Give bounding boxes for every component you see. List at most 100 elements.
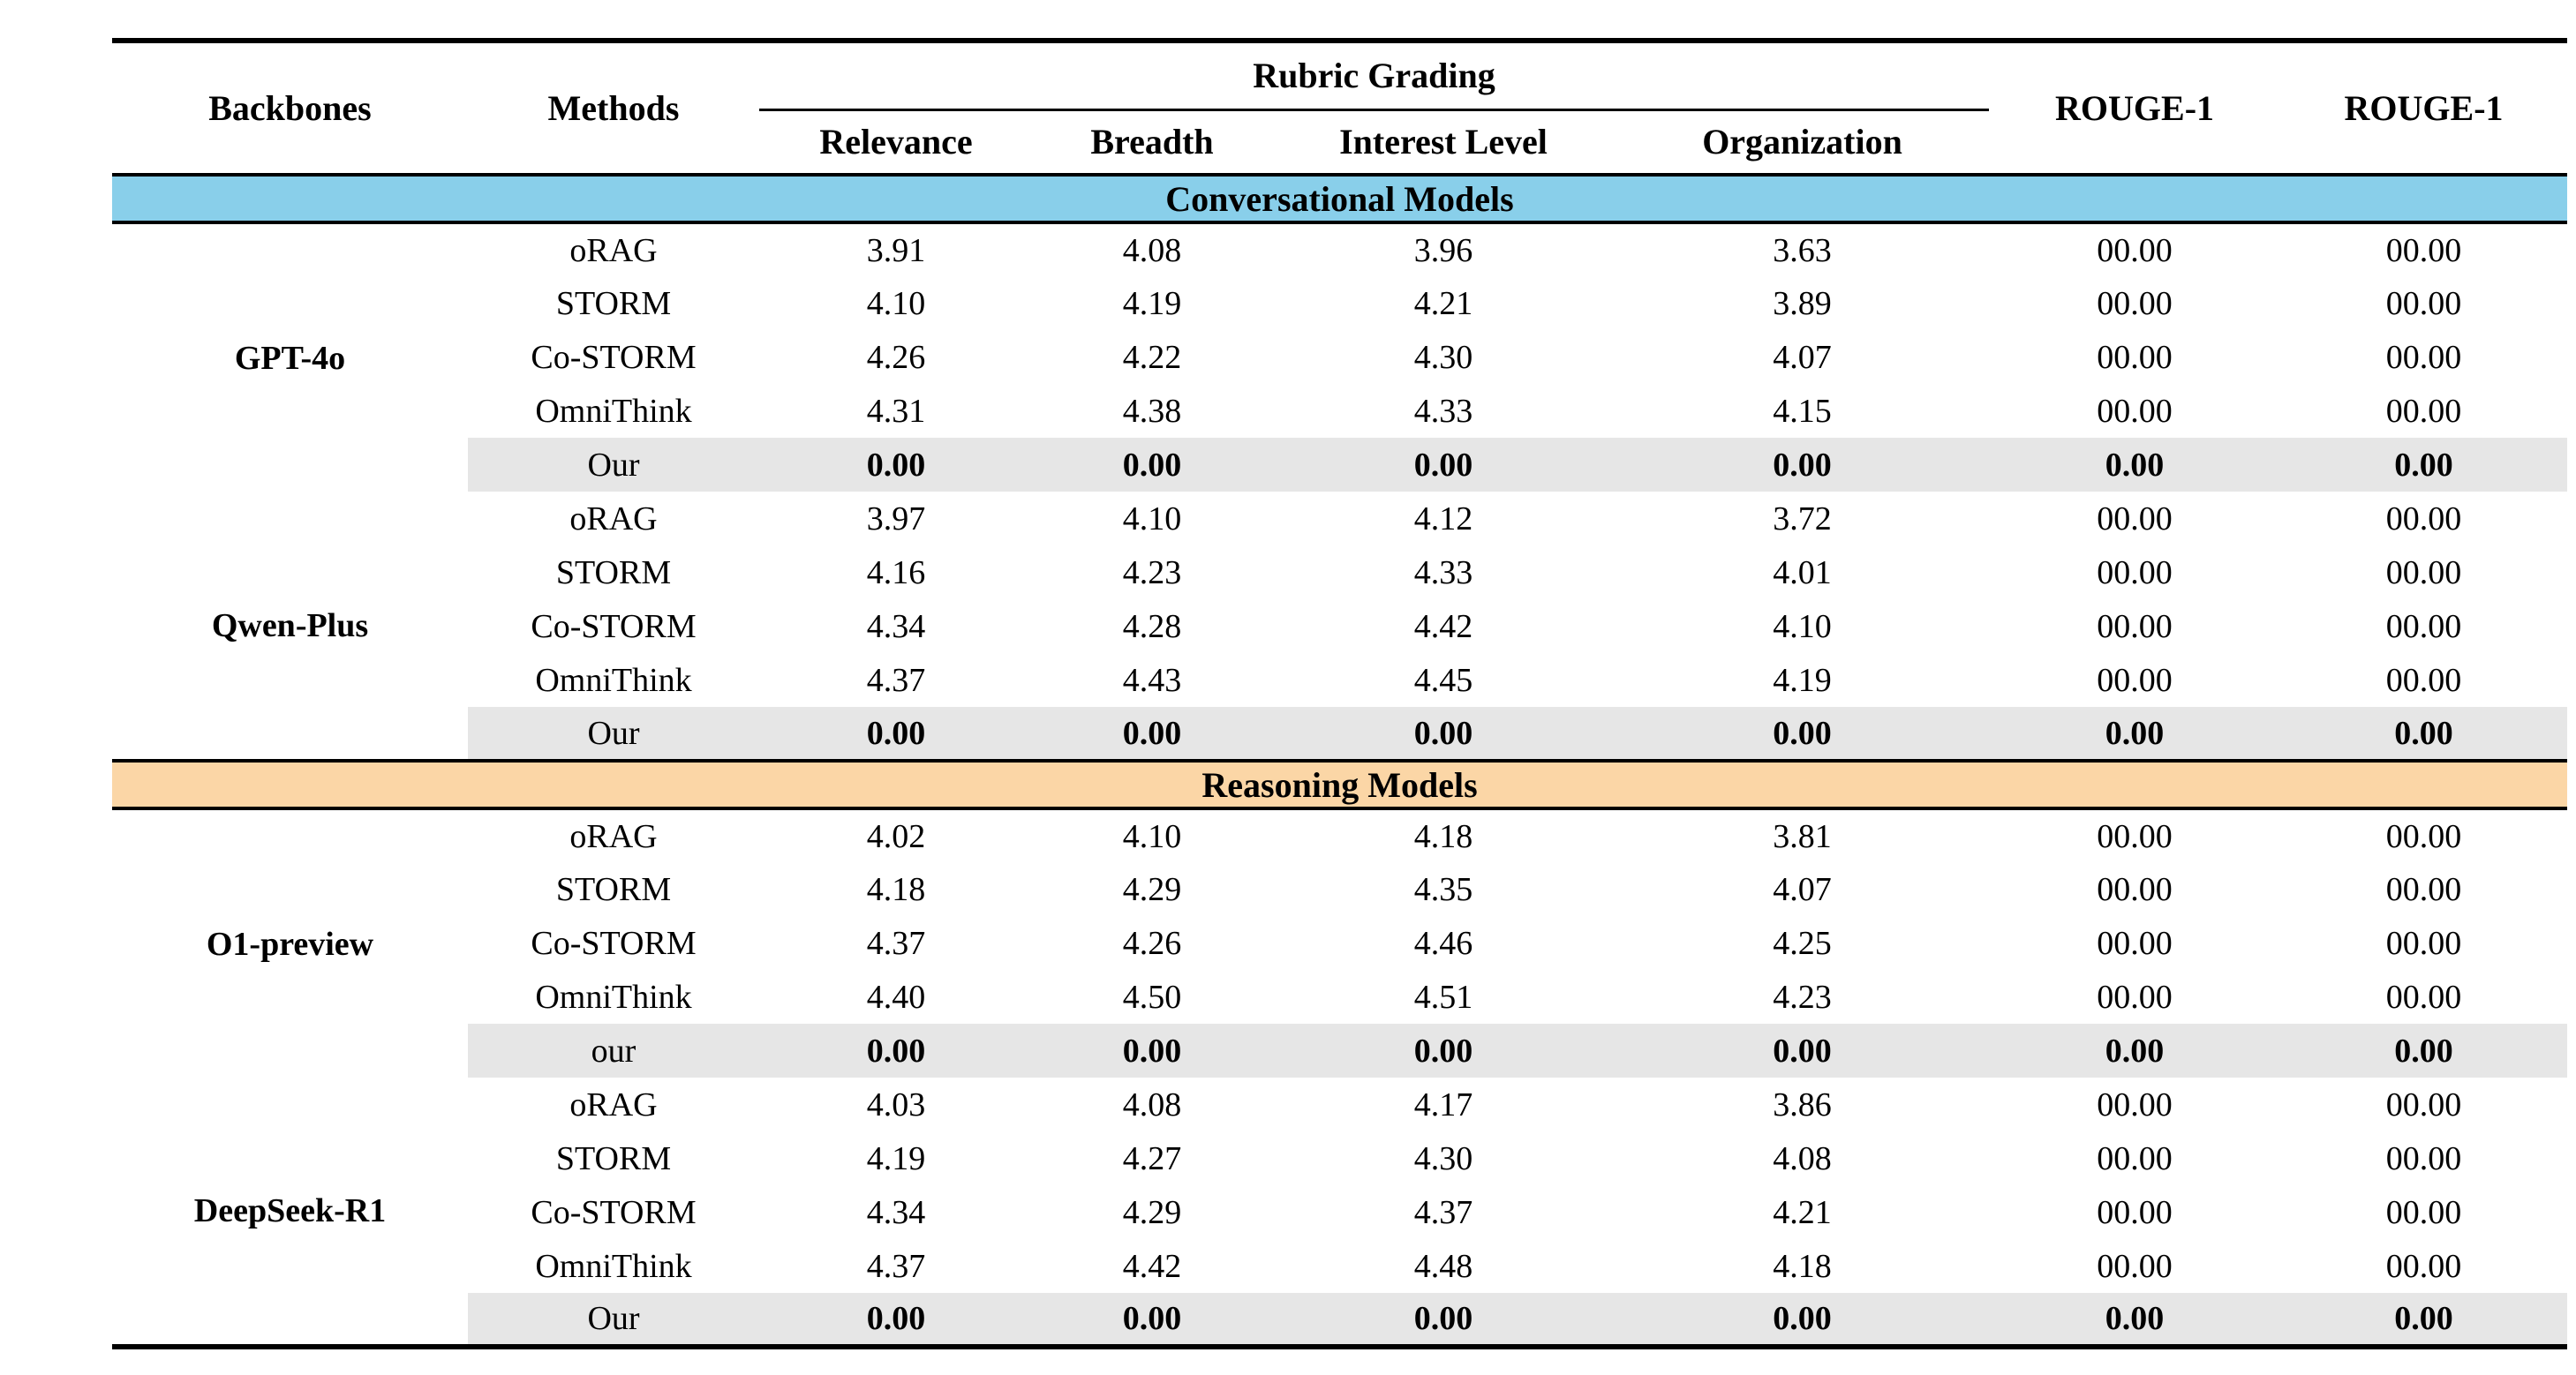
value-cell: 4.42 <box>1413 607 1473 645</box>
value-cell: 4.15 <box>1773 392 1832 430</box>
value-cell: 4.26 <box>1122 924 1182 962</box>
table-row: Qwen-Plus oRAG 3.97 4.10 4.12 3.72 00.00 00.00 <box>112 492 2567 761</box>
value-cell: 00.00 <box>2097 978 2173 1016</box>
table-row: OmniThink 4.40 4.50 4.51 4.23 00.00 00.00 <box>112 970 2567 1024</box>
table-row: Our 0.00 0.00 0.00 0.00 0.00 0.00 <box>112 1293 2568 1347</box>
value-cell: 4.48 <box>1413 1247 1473 1285</box>
value-cell: 0.00 <box>1271 1293 1616 1347</box>
table-row: STORM 4.18 4.29 4.35 4.07 00.00 00.00 <box>112 862 2567 916</box>
backbone-label: GPT-4o <box>112 222 468 492</box>
value-cell: 4.45 <box>1413 661 1473 699</box>
value-cell: 4.29 <box>1122 870 1182 908</box>
method-cell: Co-STORM <box>531 924 697 962</box>
value-cell: 4.26 <box>866 338 926 376</box>
table-row: DeepSeek-R1 oRAG 4.03 4.08 4.17 3.86 00.00 00.0… <box>112 1078 2567 1347</box>
method-cell: oRAG <box>569 500 658 537</box>
value-cell: 4.08 <box>1122 231 1182 269</box>
value-cell: 4.29 <box>1122 1193 1182 1231</box>
method-cell: Our <box>468 1293 759 1347</box>
method-cell: Our <box>468 707 759 761</box>
table-row: Co-STORM 4.34 4.29 4.37 4.21 00.00 00.00 <box>112 1185 2567 1239</box>
method-cell: Co-STORM <box>531 607 697 645</box>
value-cell: 0.00 <box>1989 438 2281 492</box>
value-cell: 3.97 <box>866 500 926 537</box>
value-cell: 3.81 <box>1773 817 1832 855</box>
value-cell: 00.00 <box>2097 607 2173 645</box>
value-cell: 4.27 <box>1122 1139 1182 1177</box>
value-cell: 4.35 <box>1413 870 1473 908</box>
table-row: STORM 4.19 4.27 4.30 4.08 00.00 00.00 <box>112 1131 2567 1185</box>
value-cell: 4.21 <box>1413 284 1473 322</box>
value-cell: 4.07 <box>1773 338 1832 376</box>
table-row: Our 0.00 0.00 0.00 0.00 0.00 0.00 <box>112 707 2568 761</box>
table-header: Backbones Methods Rubric Grading ROUGE-1… <box>112 41 2567 175</box>
value-cell: 4.19 <box>1773 661 1832 699</box>
method-cell: OmniThink <box>535 392 692 430</box>
value-cell: 00.00 <box>2385 607 2462 645</box>
value-cell: 4.23 <box>1773 978 1832 1016</box>
table-row: Co-STORM 4.37 4.26 4.46 4.25 00.00 00.00 <box>112 916 2567 970</box>
value-cell: 0.00 <box>759 438 1033 492</box>
method-cell: STORM <box>555 870 672 908</box>
value-cell: 0.00 <box>1271 707 1616 761</box>
value-cell: 00.00 <box>2385 817 2462 855</box>
value-cell: 00.00 <box>2385 978 2462 1016</box>
value-cell: 4.30 <box>1413 338 1473 376</box>
value-cell: 4.08 <box>1773 1139 1832 1177</box>
value-cell: 00.00 <box>2097 284 2173 322</box>
section-band: Reasoning Models <box>112 759 2568 810</box>
value-cell: 0.00 <box>1989 1024 2281 1078</box>
value-cell: 4.30 <box>1413 1139 1473 1177</box>
value-cell: 4.12 <box>1413 500 1473 537</box>
value-cell: 4.01 <box>1773 553 1832 591</box>
value-cell: 4.43 <box>1122 661 1182 699</box>
table-row: OmniThink 4.31 4.38 4.33 4.15 00.00 00.00 <box>112 384 2567 438</box>
value-cell: 00.00 <box>2097 231 2173 269</box>
value-cell: 0.00 <box>1616 1024 1990 1078</box>
value-cell: 3.86 <box>1773 1086 1832 1123</box>
value-cell: 4.19 <box>866 1139 926 1177</box>
value-cell: 0.00 <box>1989 1293 2281 1347</box>
method-cell: STORM <box>555 553 672 591</box>
value-cell: 0.00 <box>759 1293 1033 1347</box>
value-cell: 4.31 <box>866 392 926 430</box>
value-cell: 00.00 <box>2097 553 2173 591</box>
method-cell: Co-STORM <box>531 1193 697 1231</box>
method-cell: oRAG <box>569 231 658 269</box>
value-cell: 00.00 <box>2385 392 2462 430</box>
value-cell: 0.00 <box>759 707 1033 761</box>
value-cell: 4.17 <box>1413 1086 1473 1123</box>
value-cell: 4.34 <box>866 1193 926 1231</box>
col-header-methods: Methods <box>547 88 680 128</box>
value-cell: 4.18 <box>1413 817 1473 855</box>
value-cell: 4.10 <box>866 284 926 322</box>
value-cell: 4.21 <box>1773 1193 1832 1231</box>
value-cell: 00.00 <box>2385 231 2462 269</box>
table-row: OmniThink 4.37 4.43 4.45 4.19 00.00 00.00 <box>112 653 2567 707</box>
value-cell: 4.51 <box>1413 978 1473 1016</box>
value-cell: 3.72 <box>1773 500 1832 537</box>
value-cell: 00.00 <box>2097 1247 2173 1285</box>
value-cell: 4.38 <box>1122 392 1182 430</box>
table-row: STORM 4.16 4.23 4.33 4.01 00.00 00.00 <box>112 545 2567 599</box>
value-cell: 00.00 <box>2097 1086 2173 1123</box>
backbone-label: DeepSeek-R1 <box>112 1078 468 1347</box>
method-cell: OmniThink <box>535 661 692 699</box>
col-header-rouge1-b: ROUGE-1 <box>2344 88 2504 128</box>
value-cell: 0.00 <box>759 1024 1033 1078</box>
value-cell: 4.33 <box>1413 392 1473 430</box>
value-cell: 4.46 <box>1413 924 1473 962</box>
value-cell: 4.19 <box>1122 284 1182 322</box>
value-cell: 00.00 <box>2385 1247 2462 1285</box>
value-cell: 00.00 <box>2097 817 2173 855</box>
value-cell: 00.00 <box>2385 500 2462 537</box>
value-cell: 00.00 <box>2097 1193 2173 1231</box>
method-cell: our <box>468 1024 759 1078</box>
value-cell: 00.00 <box>2385 338 2462 376</box>
value-cell: 3.89 <box>1773 284 1832 322</box>
value-cell: 00.00 <box>2385 553 2462 591</box>
value-cell: 4.42 <box>1122 1247 1182 1285</box>
method-cell: OmniThink <box>535 978 692 1016</box>
section-band: Conversational Models <box>112 173 2568 224</box>
value-cell: 4.10 <box>1773 607 1832 645</box>
